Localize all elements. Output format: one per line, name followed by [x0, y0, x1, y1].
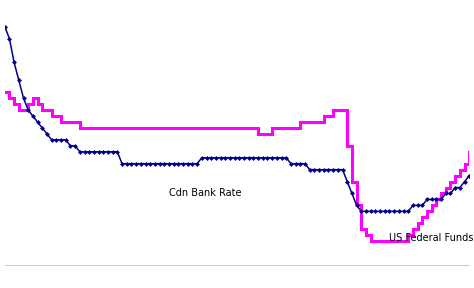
Text: US Federal Funds Rate: US Federal Funds Rate — [390, 233, 474, 243]
Text: Cdn Bank Rate: Cdn Bank Rate — [169, 188, 241, 198]
